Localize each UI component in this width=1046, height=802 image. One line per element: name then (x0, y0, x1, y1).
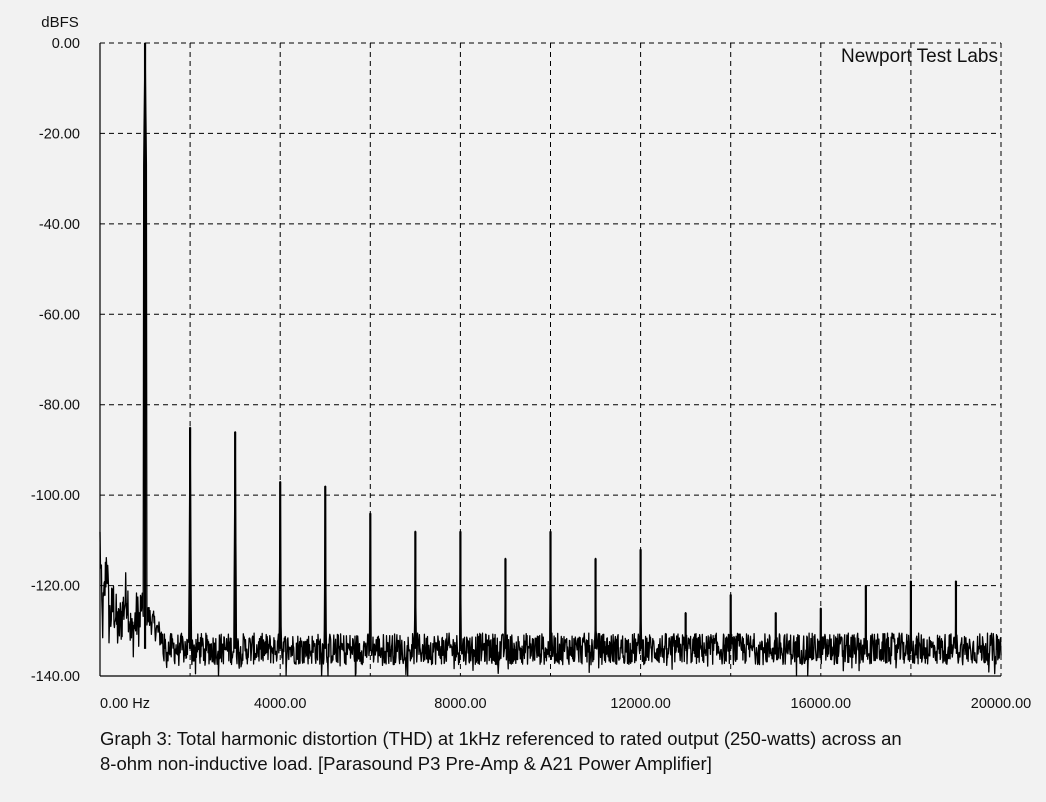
y-axis-label: dBFS (41, 14, 79, 31)
y-tick-label: -140.00 (31, 669, 80, 685)
spectrum-trace (99, 42, 1002, 677)
x-tick-label: 12000.00 (610, 696, 670, 712)
y-tick-label: 0.00 (52, 36, 80, 52)
caption-line-1: Graph 3: Total harmonic distortion (THD)… (100, 728, 902, 749)
y-tick-label: -120.00 (31, 579, 80, 595)
y-tick-label: -80.00 (39, 398, 80, 414)
x-tick-label: 16000.00 (791, 696, 851, 712)
y-tick-label: -100.00 (31, 488, 80, 504)
y-tick-label: -60.00 (39, 307, 80, 323)
y-tick-label: -20.00 (39, 126, 80, 142)
x-tick-label: 4000.00 (254, 696, 306, 712)
trace-layer (99, 42, 1002, 677)
x-tick-label: 8000.00 (434, 696, 486, 712)
x-tick-label: 0.00 Hz (100, 696, 150, 712)
labels-layer: dBFS Newport Test Labs Graph 3: Total ha… (41, 14, 998, 774)
x-tick-label: 20000.00 (971, 696, 1031, 712)
caption-line-2: 8-ohm non-inductive load. [Parasound P3 … (100, 753, 712, 774)
watermark-label: Newport Test Labs (841, 46, 998, 67)
axes-layer: 0.00 -20.00 -40.00 -60.00 -80.00 -100.00 -120.… (31, 36, 1031, 712)
y-tick-label: -40.00 (39, 217, 80, 233)
